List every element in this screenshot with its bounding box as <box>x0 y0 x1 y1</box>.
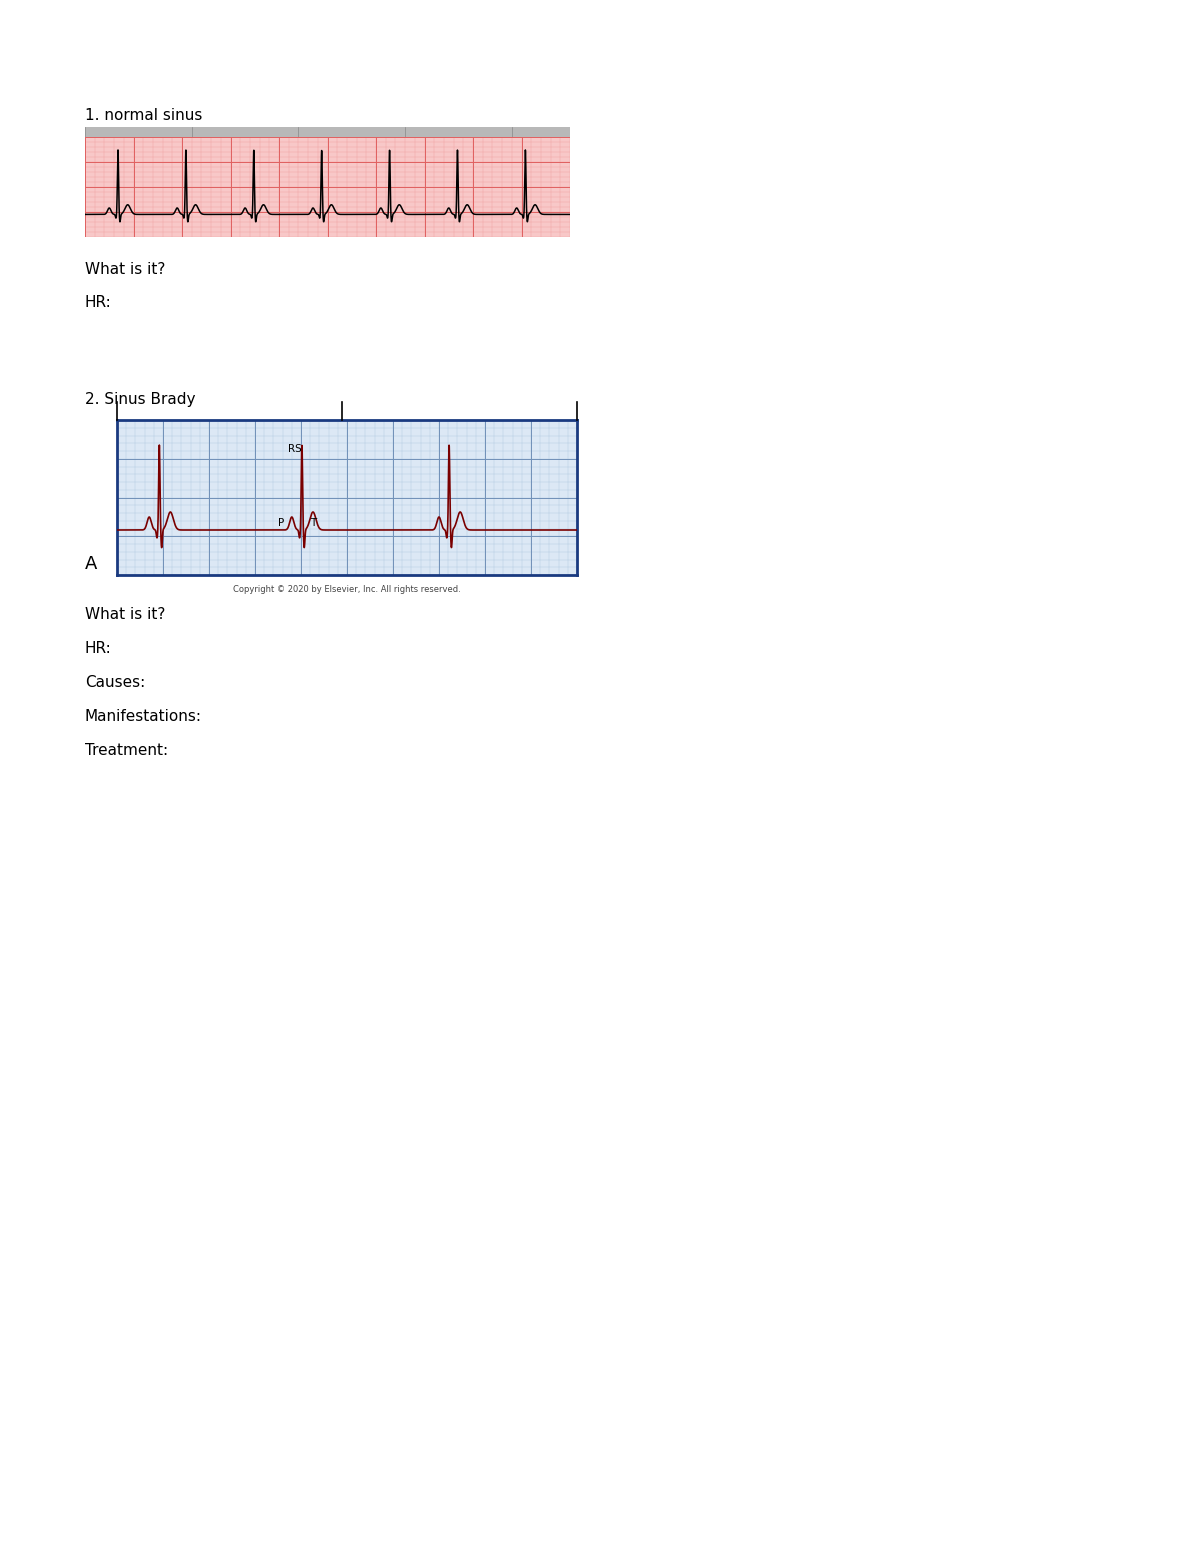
Text: RS: RS <box>288 444 302 453</box>
Text: P: P <box>278 519 284 528</box>
Text: HR:: HR: <box>85 295 112 311</box>
Text: Manifestations:: Manifestations: <box>85 710 202 724</box>
Text: Treatment:: Treatment: <box>85 742 168 758</box>
Text: A: A <box>85 554 97 573</box>
Text: 1. normal sinus: 1. normal sinus <box>85 109 203 123</box>
Text: Copyright © 2020 by Elsevier, Inc. All rights reserved.: Copyright © 2020 by Elsevier, Inc. All r… <box>233 585 461 593</box>
Text: Causes:: Causes: <box>85 676 145 690</box>
Text: What is it?: What is it? <box>85 262 166 276</box>
Text: What is it?: What is it? <box>85 607 166 623</box>
Text: T: T <box>311 519 317 528</box>
Text: HR:: HR: <box>85 641 112 655</box>
Text: 2. Sinus Brady: 2. Sinus Brady <box>85 391 196 407</box>
